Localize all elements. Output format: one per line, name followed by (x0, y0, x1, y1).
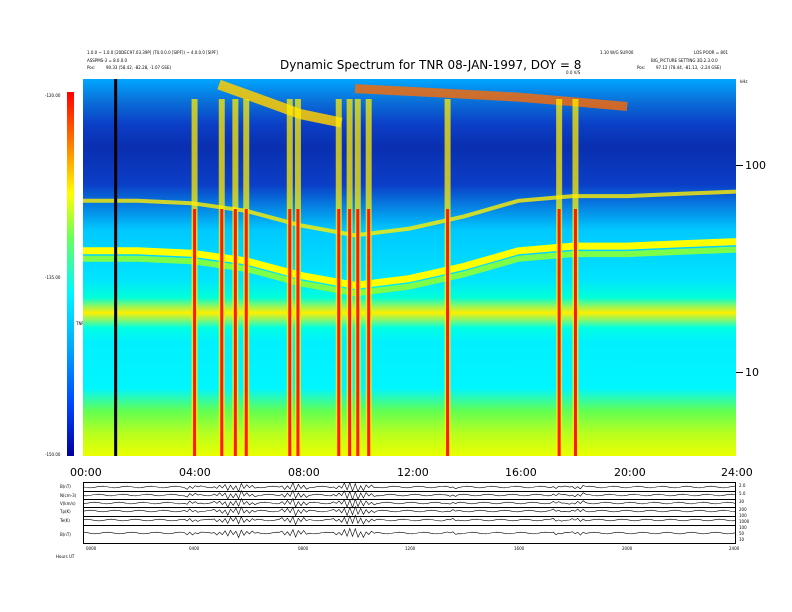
drifting-burst-band (217, 79, 343, 128)
panel-divider-1 (84, 491, 735, 492)
colorbar-tick-mid: -135.00 (45, 275, 61, 280)
panel-right-tick-5: 100 (739, 513, 747, 518)
header-right-line3-label: Pos: (637, 65, 646, 70)
panel-right-tick-6: 1000 (739, 519, 750, 524)
panel-right-tick-2: 5.0 (739, 491, 746, 496)
header-right-line3-value: 97.12 (78.44, -81.13, -2.24 GSE) (656, 65, 722, 70)
right-axis-unit: kHz (740, 79, 748, 84)
right-axis-tick-10: 10 (745, 366, 759, 379)
panel-trace-2 (84, 489, 735, 501)
burst-core-2 (233, 209, 237, 456)
header-left-line1: 1.0.0 ~ 1.0.0 [20DEC97.03.39P] (T0.0.0.0… (87, 50, 218, 55)
panel-divider-4 (84, 516, 735, 517)
burst-core-9 (367, 209, 371, 456)
upper-emission-band (354, 84, 628, 111)
colorbar (67, 92, 74, 456)
colorbar-tick-top: -120.00 (45, 93, 61, 98)
x-tick-1: 04:00 (179, 466, 211, 479)
x-tick-3: 12:00 (397, 466, 429, 479)
burst-core-12 (573, 209, 577, 456)
header-left-line2: ASSPMS-3 = 8.0.0.0 (87, 58, 128, 63)
panel-right-tick-3: 30 (739, 499, 745, 504)
burst-core-11 (557, 209, 561, 456)
panel-bottom-label: Hours UT (56, 554, 75, 559)
panel-trace-3 (84, 497, 735, 509)
panel-trace-5 (84, 514, 735, 526)
burst-core-1 (220, 209, 224, 456)
page-title: Dynamic Spectrum for TNR 08-JAN-1997, DO… (280, 58, 582, 72)
panel-row-label-6: B(nT) (60, 532, 71, 537)
x-tick-5: 20:00 (614, 466, 646, 479)
solar-wind-panel (83, 482, 736, 544)
panel-x-tick-3: 0800 (298, 546, 309, 551)
panel-right-tick-7: 100 (739, 525, 747, 530)
header-left-line3-label: Pos: (87, 65, 96, 70)
burst-core-5 (296, 209, 300, 456)
panel-divider-3 (84, 507, 735, 508)
panel-row-label-2: N(cm-3) (60, 493, 77, 498)
colorbar-label: TNR (76, 321, 85, 326)
right-axis-tick-mark-10 (736, 372, 743, 373)
burst-core-7 (348, 209, 352, 456)
panel-trace-6 (84, 527, 735, 539)
panel-x-tick-4: 1200 (405, 546, 416, 551)
panel-row-label-5: Te(K) (60, 518, 70, 523)
panel-right-tick-9: 10 (739, 537, 745, 542)
panel-row-label-3: V(km/s) (60, 501, 76, 506)
header-left-line3-value: 90.33 (58.42, -82.28, -1.07 GSE) (106, 65, 172, 70)
panel-x-tick-7: 2400 (729, 546, 740, 551)
burst-core-0 (193, 209, 197, 456)
emission-band-upper-edge (83, 189, 736, 238)
panel-right-tick-1: 2.0 (739, 483, 746, 488)
right-axis-tick-mark-100 (736, 165, 743, 166)
data-gap-line (114, 79, 118, 456)
panel-trace-4 (84, 505, 735, 517)
x-tick-0: 00:00 (70, 466, 102, 479)
panel-x-tick-6: 2000 (622, 546, 633, 551)
panel-x-tick-5: 1600 (514, 546, 525, 551)
x-tick-2: 08:00 (288, 466, 320, 479)
burst-core-6 (337, 209, 341, 456)
panel-right-tick-8: 50 (739, 531, 745, 536)
panel-divider-2 (84, 499, 735, 500)
burst-core-4 (288, 209, 292, 456)
burst-core-10 (446, 209, 450, 456)
header-small-center: 0.0 V/S (566, 70, 581, 75)
panel-row-label-1: B(nT) (60, 484, 71, 489)
panel-traces (84, 483, 735, 539)
x-tick-4: 16:00 (505, 466, 537, 479)
right-axis-tick-100: 100 (745, 159, 766, 172)
panel-right-tick-4: 200 (739, 507, 747, 512)
panel-row-label-4: Tp(K) (60, 509, 71, 514)
header-right-line2: BIG_PICTURE SETTING 3D.2.3.0.0 (651, 58, 718, 63)
panel-trace-1 (84, 483, 735, 493)
panel-divider-5 (84, 525, 735, 526)
panel-x-tick-2: 0400 (189, 546, 200, 551)
spectrogram-overlay (83, 79, 736, 456)
header-right-line1b: LOS POOR = 801 (694, 50, 729, 55)
x-tick-6: 24:00 (721, 466, 753, 479)
colorbar-tick-bottom: -150.00 (45, 452, 61, 457)
burst-core-8 (356, 209, 360, 456)
spectrogram (83, 79, 736, 456)
header-right-line1: 1.10 W/G SUP.00 (600, 50, 634, 55)
burst-core-3 (244, 209, 248, 456)
panel-x-tick-1: 0000 (86, 546, 97, 551)
